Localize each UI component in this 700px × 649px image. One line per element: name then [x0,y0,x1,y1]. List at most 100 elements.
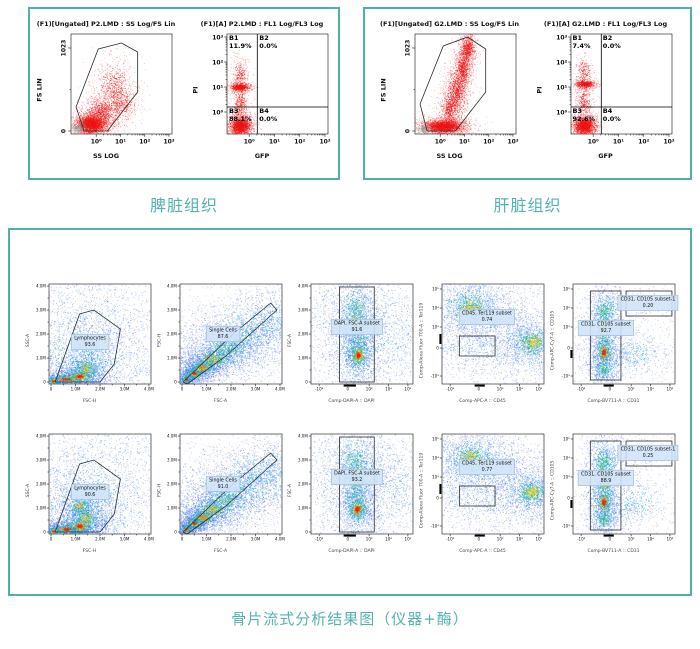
y-axis-label-text: FS LIN [379,78,388,102]
quadrant-percent: 0.0% [259,114,278,123]
flow-plot: SSC-A Lymphocytes 93.6 FSC-H [24,280,155,404]
plot-frame: Lymphocytes 90.6 [33,430,155,550]
gate-name: CD31, CD105 subset [580,321,631,328]
gate-percent: 93.2 [351,477,363,483]
gate-percent: 93.6 [84,342,96,348]
plot-frame [45,28,177,152]
quadrant-label: B4 0.0% [602,107,621,124]
quadrant-id: B3 [572,107,582,115]
gate-percent: 87.6 [217,334,229,340]
bottom-caption: 骨片流式分析结果图（仪器+酶） [231,610,469,628]
plot-canvas [544,28,677,152]
gate-name: CD45, Ter119 subset [461,460,512,467]
y-axis-label-text: SSC-A [26,333,31,347]
y-axis-label: PI [535,86,545,94]
quadrant-label: B4 0.0% [259,107,278,124]
density-plot-grid: SSC-A Lymphocytes 93.6 FSC-H FSC-H Single Cel… [24,280,679,554]
flow-plot: FSC-A DAPI, FSC-A subset 93.2 Comp-DAPI-A :… [286,430,417,554]
x-axis-label: GFP [598,152,613,160]
y-axis-label-text: FSC-H [157,483,163,497]
plot-frame: CD45, Ter119 subset 0.74 [426,280,548,400]
y-axis-label: SSC-A [24,483,33,496]
gate-label: Lymphocytes 93.6 [70,333,109,351]
y-axis-label-text: SSC-A [26,483,31,497]
liver-tissue-panel: (F1)[Ungated] G2.LMD : SS Log/FS Lin FS L… [363,7,692,180]
y-axis-label: FSC-A [286,483,295,496]
gate-label: CD31, CD105 subset 92.7 [577,319,634,337]
gate-percent: 0.20 [643,303,654,309]
x-axis-label: Comp-APC-A :: CD45 [459,399,506,404]
flow-plot: FSC-A DAPI, FSC-A subset 91.6 Comp-DAPI-A :… [286,280,417,404]
plot-canvas [426,280,548,400]
x-axis-label: GFP [254,152,270,160]
y-axis-label: FSC-H [155,483,164,497]
flow-plot: (F1)[Ungated] G2.LMD : SS Log/FS Lin FS L… [379,15,521,160]
gate-percent: 0.77 [481,467,493,473]
quadrant-percent: 11.9% [229,41,252,50]
quadrant-id: B2 [602,34,613,42]
x-axis-label: Comp-DAPI-A :: DAPI [328,549,375,554]
bone-chip-flow-panel: SSC-A Lymphocytes 93.6 FSC-H FSC-H Single Cel… [8,228,692,596]
y-axis-label-text: FSC-A [288,333,293,347]
gate-percent: 0.25 [643,453,654,459]
y-axis-label-text: Comp-Alexa Fluor 700-A :: Ter119 [419,302,424,378]
plot-frame: DAPI, FSC-A subset 91.6 [295,280,417,400]
plot-title: (F1)[Ungated] G2.LMD : SS Log/FS Lin [379,20,520,28]
x-axis-label: Comp-DAPI-A :: DAPI [328,399,375,404]
flow-plot: FSC-H Single Cells 87.6 FSC-A [155,280,286,404]
y-axis-label: FS LIN [379,78,389,101]
plot-frame: CD45, Ter119 subset 0.77 [426,430,548,550]
plot-frame: Single Cells 91.0 [164,430,286,550]
quadrant-id: B2 [259,34,269,42]
plot-canvas [201,28,333,152]
x-axis-label: SS LOG [436,152,463,160]
flow-plot: Comp-APC-Cy7-A :: CD105 CD31, CD105 subse… [548,280,679,404]
x-axis-label: FSC-A [213,549,228,554]
plot-frame: DAPI, FSC-A subset 93.2 [295,430,417,550]
liver-caption: 肝脏组织 [493,196,562,215]
quadrant-percent: 88.1% [229,114,252,123]
spleen-panel-plots: (F1)[Ungated] P2.LMD : SS Log/FS Lin FS L… [30,15,338,160]
plot-frame: Single Cells 87.6 [164,280,286,400]
gate-label: DAPI, FSC-A subset 91.6 [330,318,383,336]
y-axis-label: FSC-H [155,333,164,347]
gate-percent: 92.7 [600,328,611,334]
gate-percent: 91.0 [217,484,229,490]
y-axis-label: PI [191,86,201,94]
gate-percent: 88.9 [600,478,611,484]
y-axis-label: Comp-APC-Cy7-A :: CD105 [548,310,557,370]
quadrant-id: B4 [602,107,613,115]
top-captions-row: 脾脏组织 肝脏组织 [28,180,700,228]
x-axis-label: FSC-H [82,549,97,554]
y-axis-label-text: PI [535,86,544,94]
gate-name: CD31, CD105 subset [580,471,631,478]
flow-plot: SSC-A Lymphocytes 90.6 FSC-H [24,430,155,554]
y-axis-label-text: PI [192,86,200,94]
y-axis-label: SSC-A [24,333,33,346]
plot-frame: B1 11.9% B2 0.0% B3 88.1% B4 0.0% [201,28,333,152]
quadrant-percent: 7.4% [572,41,591,50]
gate-name: Lymphocytes [73,335,106,342]
density-plot-row: SSC-A Lymphocytes 90.6 FSC-H FSC-H Single Cel… [24,430,679,554]
plot-canvas [295,280,417,400]
gate-name: Single Cells [208,477,237,484]
plot-frame [388,28,521,152]
y-axis-label: Comp-Alexa Fluor 700-A :: Ter119 [417,452,426,528]
gate-label: CD31, CD105 subset-1 0.20 [617,294,679,312]
quadrant-percent: 0.0% [259,41,278,50]
y-axis-label-text: Comp-APC-Cy7-A :: CD105 [550,310,555,370]
gate-label: Single Cells 87.6 [205,325,240,343]
gate-label: CD31, CD105 subset 88.9 [577,469,634,487]
gate-percent: 91.6 [351,327,363,333]
flow-plot: (F1)[A] P2.LMD : FL1 Log/FL3 Log PI B1 11.9… [191,15,333,160]
quadrant-id: B4 [259,107,269,115]
quadrant-id: B1 [229,34,239,42]
flow-plot: Comp-Alexa Fluor 700-A :: Ter119 CD45, Te… [417,280,548,404]
quadrant-label: B3 88.1% [229,107,252,124]
plot-frame: B1 7.4% B2 0.0% B3 92.6% B4 0.0% [544,28,677,152]
plot-canvas [388,28,521,152]
quadrant-percent: 0.0% [602,114,621,123]
y-axis-label-text: FS LIN [36,78,45,102]
gate-name: DAPI, FSC-A subset [334,470,380,477]
plot-title: (F1)[A] P2.LMD : FL1 Log/FL3 Log [200,20,324,28]
